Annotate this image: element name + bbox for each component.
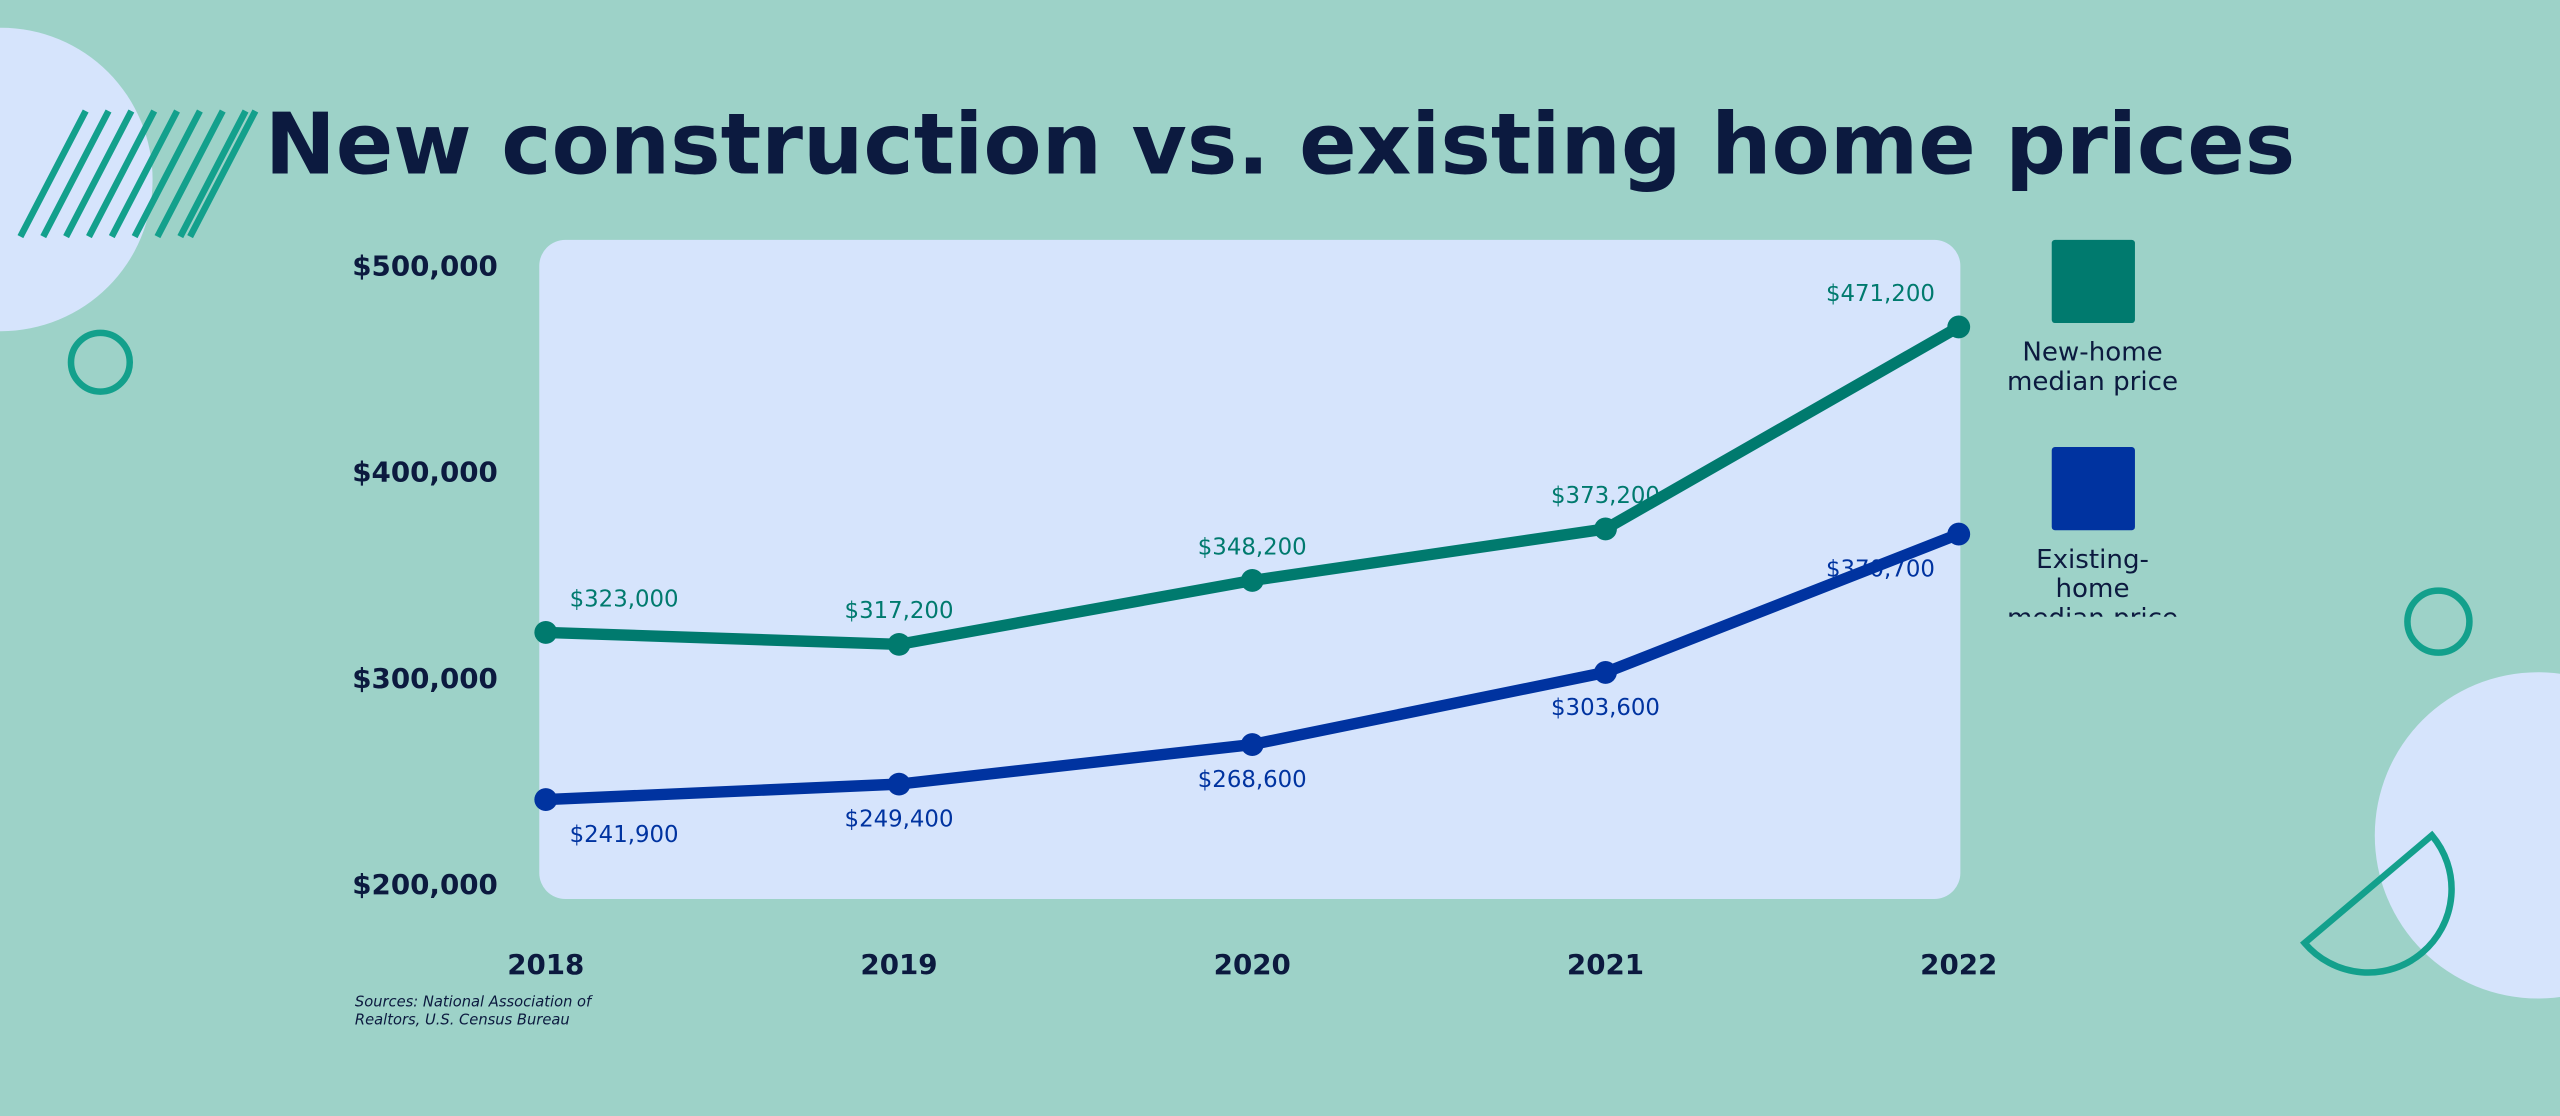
data-point xyxy=(1947,522,1971,546)
decor-circle xyxy=(2374,672,2560,999)
y-tick-label: $400,000 xyxy=(352,456,498,489)
data-point xyxy=(887,772,911,796)
data-point xyxy=(1240,733,1264,756)
y-tick-label: $500,000 xyxy=(352,250,498,283)
x-tick-label: 2020 xyxy=(1214,948,1291,981)
y-tick-label: $200,000 xyxy=(352,868,498,901)
data-label: $348,200 xyxy=(1198,534,1307,560)
data-point xyxy=(1594,660,1617,684)
data-point xyxy=(887,632,911,656)
data-point xyxy=(534,620,558,644)
data-label: $323,000 xyxy=(570,586,679,612)
x-tick-label: 2022 xyxy=(1920,948,1997,981)
data-label: $241,900 xyxy=(570,822,679,848)
legend-entry: Existing-home median price xyxy=(2007,544,2178,617)
x-tick-label: 2018 xyxy=(507,948,584,981)
data-point xyxy=(1947,315,1971,339)
decor-ring xyxy=(67,329,133,395)
legend-entry: New-home median price xyxy=(2006,337,2179,397)
decor-stripes xyxy=(17,109,259,239)
source-box: Sources: National Association of Realtor… xyxy=(354,995,592,1030)
legend-label: New-home median price xyxy=(2006,337,2179,397)
data-point xyxy=(1240,569,1264,592)
x-tick-label: 2021 xyxy=(1567,948,1644,981)
legend-swatch xyxy=(2051,447,2135,531)
data-point xyxy=(534,788,558,812)
data-label: $268,600 xyxy=(1198,767,1307,793)
legend-swatch xyxy=(2051,239,2135,324)
chart-title: New construction vs. existing home price… xyxy=(265,96,2295,195)
decor-half-circle xyxy=(2300,830,2455,976)
data-label: $373,200 xyxy=(1551,483,1660,509)
data-label: $370,700 xyxy=(1826,556,1935,582)
data-label: $249,400 xyxy=(845,807,954,833)
legend-label: Existing-home median price xyxy=(2007,544,2178,617)
source: Sources: National Association of Realtor… xyxy=(354,995,592,1030)
data-label: $317,200 xyxy=(845,598,954,624)
data-label: $303,600 xyxy=(1551,695,1660,721)
data-label: $471,200 xyxy=(1826,281,1935,307)
decor-ring xyxy=(2404,587,2473,656)
y-tick-label: $300,000 xyxy=(352,662,498,695)
x-tick-label: 2019 xyxy=(860,948,937,981)
data-point xyxy=(1594,517,1617,541)
